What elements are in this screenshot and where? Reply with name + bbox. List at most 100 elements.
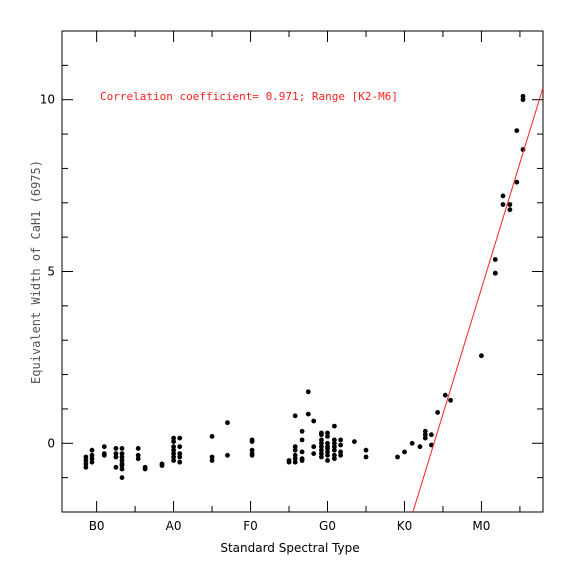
data-point <box>311 444 317 450</box>
data-point <box>520 93 526 99</box>
data-point <box>101 444 107 450</box>
data-point <box>319 451 324 456</box>
data-point <box>292 444 298 450</box>
data-point <box>325 452 330 458</box>
data-point <box>395 454 400 460</box>
data-point <box>292 452 298 458</box>
data-point <box>119 458 125 463</box>
data-point <box>171 458 177 463</box>
data-point <box>319 437 324 443</box>
data-point <box>299 449 305 455</box>
data-point <box>83 454 89 460</box>
data-point <box>409 440 415 446</box>
x-tick-label: M0 <box>472 519 490 533</box>
data-point <box>135 446 141 451</box>
data-point <box>142 466 148 472</box>
data-point <box>325 430 330 436</box>
x-tick-label: K0 <box>397 519 413 533</box>
y-tick-label: 5 <box>47 265 55 279</box>
data-point <box>119 475 125 480</box>
data-point <box>89 456 95 462</box>
data-point <box>171 454 177 460</box>
data-point <box>492 270 498 276</box>
data-point <box>249 439 255 444</box>
data-point <box>311 451 317 456</box>
data-point <box>119 454 125 460</box>
data-point <box>338 452 343 458</box>
data-point <box>479 353 484 359</box>
data-point <box>286 459 292 465</box>
data-point <box>113 446 119 451</box>
x-tick-labels: B0 A0 F0 G0 K0 M0 <box>89 519 491 533</box>
data-point <box>292 456 298 462</box>
data-point <box>177 435 183 441</box>
data-point <box>429 432 434 438</box>
y-tick-label: 10 <box>40 93 55 107</box>
data-point <box>171 435 177 441</box>
data-point <box>177 451 183 456</box>
data-point <box>177 454 183 460</box>
data-point <box>299 458 305 463</box>
data-point <box>325 458 330 463</box>
data-point <box>305 389 311 395</box>
data-point <box>319 440 324 446</box>
data-point <box>325 434 330 439</box>
data-point <box>332 440 337 446</box>
data-point <box>319 447 324 453</box>
data-point <box>332 437 337 443</box>
data-point <box>113 464 119 470</box>
data-point <box>171 447 177 453</box>
data-point <box>332 456 337 462</box>
data-point <box>338 437 343 443</box>
data-point <box>159 463 165 468</box>
data-point <box>225 452 230 458</box>
data-point <box>417 444 423 450</box>
data-point <box>492 257 498 262</box>
data-point <box>209 458 215 463</box>
data-point <box>292 413 298 419</box>
data-point <box>325 446 330 451</box>
data-point <box>422 432 428 438</box>
data-point <box>225 420 230 426</box>
data-point <box>319 432 324 438</box>
data-point <box>422 428 428 434</box>
data-point <box>83 464 89 470</box>
data-point <box>135 452 141 458</box>
data-point <box>332 452 337 458</box>
data-point <box>402 449 407 455</box>
data-point <box>299 437 305 443</box>
data-point <box>177 459 183 465</box>
data-point <box>249 447 255 453</box>
data-point <box>101 452 107 458</box>
data-point <box>177 444 183 450</box>
data-point <box>83 461 89 467</box>
x-tick-label: G0 <box>319 519 336 533</box>
data-point <box>507 207 513 213</box>
data-point <box>319 454 324 460</box>
data-point <box>332 444 337 450</box>
data-point <box>119 446 125 451</box>
data-point <box>352 439 357 444</box>
data-point <box>119 463 125 468</box>
data-point <box>171 439 177 444</box>
data-point <box>319 444 324 450</box>
data-point <box>363 454 369 460</box>
data-point <box>332 423 337 429</box>
data-point <box>507 202 513 207</box>
data-point <box>89 459 95 465</box>
fit-line <box>412 87 544 513</box>
data-point <box>89 447 95 453</box>
data-point <box>338 442 343 448</box>
data-point <box>171 451 177 456</box>
y-axis-label: Equivalent Width of CaH1 (6975) <box>29 160 43 384</box>
data-point <box>448 397 453 403</box>
axis-ticks <box>62 30 543 513</box>
data-point <box>249 452 255 458</box>
data-point <box>209 454 215 460</box>
data-point <box>435 410 440 415</box>
data-point <box>305 411 311 417</box>
y-tick-labels: 0 5 10 <box>40 93 55 451</box>
data-point <box>113 451 119 456</box>
data-point <box>299 428 305 434</box>
